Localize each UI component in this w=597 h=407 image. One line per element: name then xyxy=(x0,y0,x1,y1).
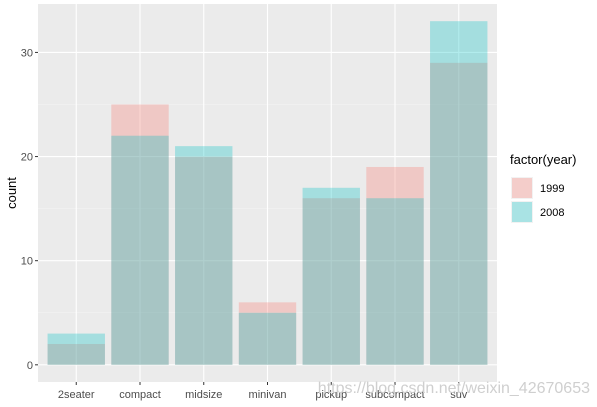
y-tick-label: 30 xyxy=(21,47,33,59)
bar-2008-suv xyxy=(430,21,488,365)
x-tick-label: minivan xyxy=(249,389,287,401)
legend-label-2008: 2008 xyxy=(540,207,564,219)
bar-2008-midsize xyxy=(175,146,233,365)
y-axis-title: count xyxy=(4,177,19,209)
x-tick-label: subcompact xyxy=(365,389,424,401)
bar-2008-minivan xyxy=(238,312,297,365)
bar-2008-subcompact xyxy=(366,198,424,365)
bar-2008-compact xyxy=(111,135,169,365)
x-tick-label: pickup xyxy=(315,389,347,401)
bar-2008-2seater xyxy=(47,333,105,365)
legend-title: factor(year) xyxy=(510,152,576,167)
y-tick-label: 10 xyxy=(21,256,33,268)
y-axis: 0 10 20 30 xyxy=(21,47,38,372)
bar-1999-2seater xyxy=(47,343,105,365)
legend: factor(year) 1999 2008 xyxy=(510,152,576,223)
legend-swatch-1999 xyxy=(512,178,532,198)
legend-label-1999: 1999 xyxy=(540,183,564,195)
watermark: https://blog.csdn.net/weixin_42670653 xyxy=(318,380,590,397)
major-gridlines xyxy=(38,4,497,382)
bar-1999-minivan xyxy=(238,302,297,365)
x-tick-label: compact xyxy=(119,389,161,401)
x-tick-label: suv xyxy=(450,389,468,401)
legend-keys: 1999 2008 xyxy=(511,177,564,223)
x-axis: 2seater compact midsize minivan pickup subcom… xyxy=(58,382,468,401)
legend-swatch-2008 xyxy=(512,202,532,222)
bar-2008-pickup xyxy=(302,187,360,365)
y-tick-label: 0 xyxy=(27,360,33,372)
bar-1999-midsize xyxy=(175,156,233,365)
x-tick-label: 2seater xyxy=(58,389,95,401)
bar-1999-compact xyxy=(111,104,169,365)
bar-1999-pickup xyxy=(302,198,360,365)
legend-key-background xyxy=(511,201,533,223)
bar-1999-suv xyxy=(430,62,488,365)
legend-key-background xyxy=(511,177,533,199)
y-tick-label: 20 xyxy=(21,152,33,164)
x-tick-label: midsize xyxy=(185,389,222,401)
bars xyxy=(47,21,488,365)
bar-1999-subcompact xyxy=(366,166,424,365)
